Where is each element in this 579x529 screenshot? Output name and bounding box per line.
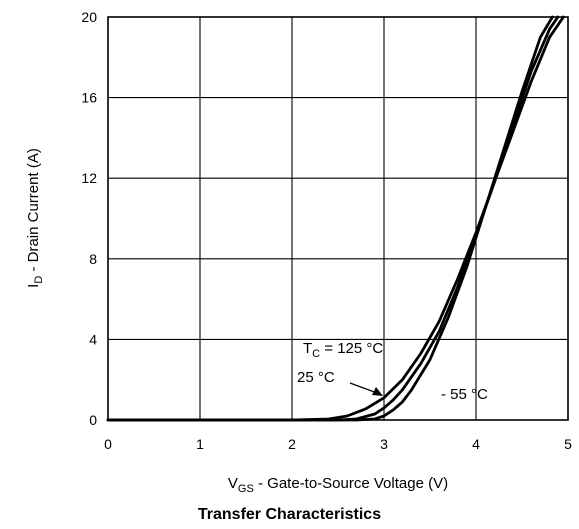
series-line-minus55c (106, 15, 554, 422)
x-tick-label: 4 (472, 436, 480, 452)
annotation-25c: 25 °C (297, 369, 335, 386)
y-tick-label: 16 (81, 90, 97, 106)
annotation-tc-125: TC = 125 °C (303, 340, 383, 360)
y-tick-labels: 0 4 8 12 16 20 (81, 9, 97, 428)
series-line-25c (106, 15, 560, 422)
arrowhead-icon (372, 387, 383, 396)
x-tick-labels: 0 1 2 3 4 5 (104, 436, 572, 452)
y-axis-label: ID - Drain Current (A) (25, 148, 45, 288)
plot-frame (107, 16, 569, 421)
series-lines (106, 15, 565, 422)
x-tick-label: 1 (196, 436, 204, 452)
y-tick-label: 4 (89, 331, 97, 347)
x-tick-label: 0 (104, 436, 112, 452)
x-tick-label: 5 (564, 436, 572, 452)
chart-title: Transfer Characteristics (197, 506, 382, 523)
y-tick-label: 8 (89, 251, 97, 267)
annotation-minus55c: - 55 °C (441, 386, 488, 403)
y-tick-label: 20 (81, 9, 97, 25)
x-tick-label: 3 (380, 436, 388, 452)
grid-lines (107, 16, 569, 421)
x-tick-label: 2 (288, 436, 296, 452)
series-line-125c (106, 15, 565, 422)
x-axis-label: VGS - Gate-to-Source Voltage (V) (228, 475, 448, 495)
annotation-25c-leader (349, 382, 378, 394)
y-tick-label: 12 (81, 170, 97, 186)
y-tick-label: 0 (89, 412, 97, 428)
